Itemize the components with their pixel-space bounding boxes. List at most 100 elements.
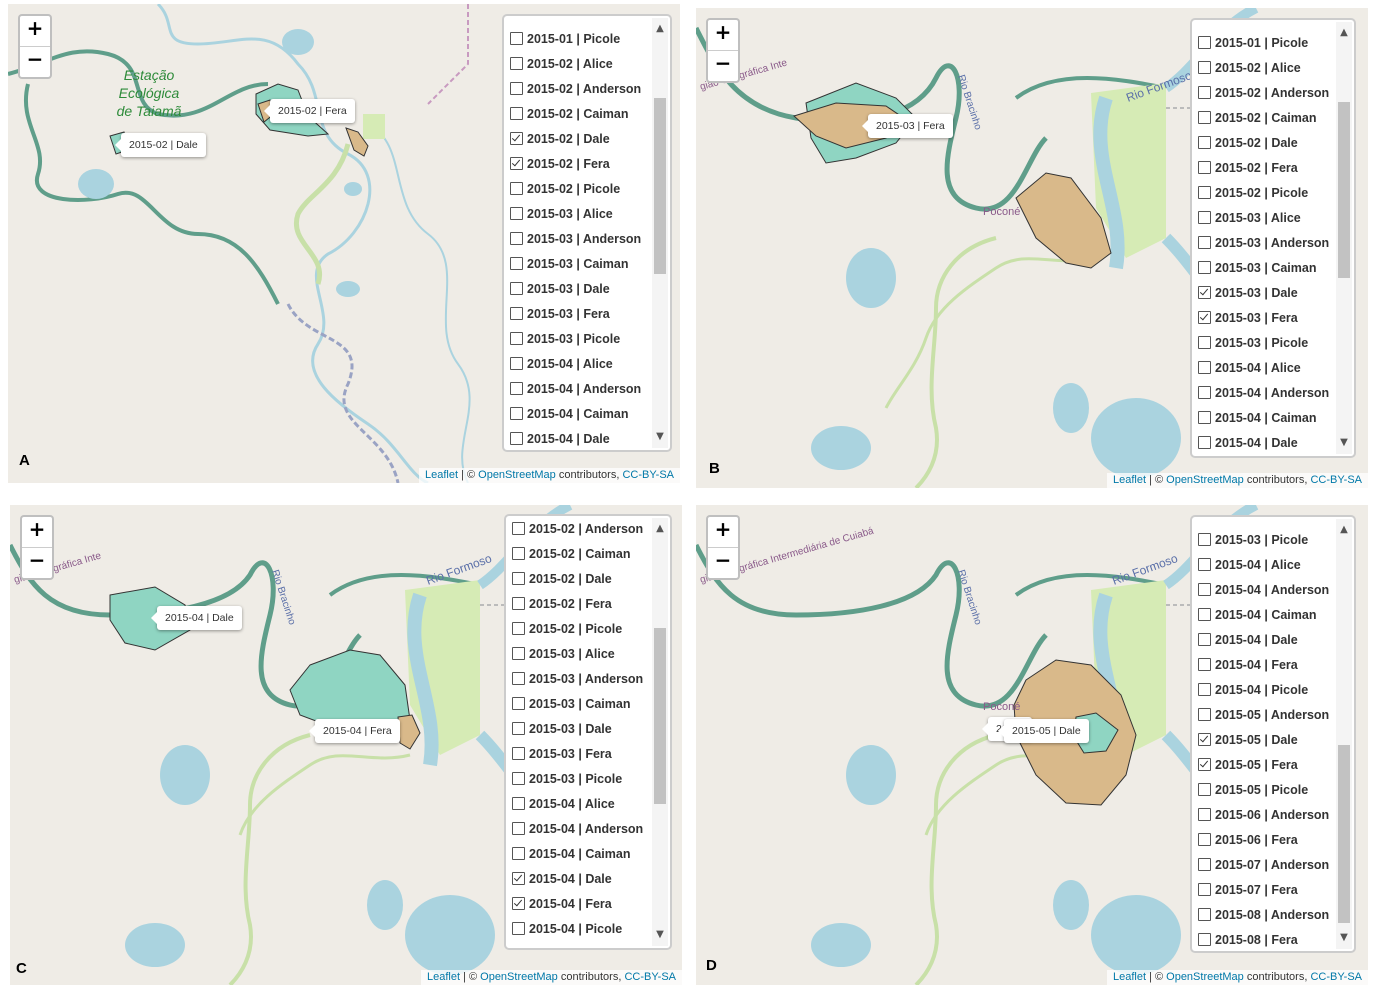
license-link[interactable]: CC-BY-SA: [622, 469, 674, 481]
scroll-up-arrow-icon[interactable]: ▲: [656, 523, 664, 534]
layer-checkbox-item[interactable]: 2015-03 | Alice: [504, 201, 650, 226]
layer-checkbox-item[interactable]: 2015-04 | Picole: [506, 916, 650, 941]
layers-list[interactable]: 2015-01 | Picole 2015-02 | Alice 2015-02 |…: [1192, 20, 1334, 456]
layer-checkbox-item[interactable]: 2015-02 | Alice: [504, 51, 650, 76]
layer-checkbox-item[interactable]: 2015-04 | Alice: [1192, 552, 1334, 577]
layer-checkbox[interactable]: [510, 82, 523, 95]
layer-checkbox-item[interactable]: 2015-05 | Fera: [1192, 752, 1334, 777]
layer-checkbox-item[interactable]: 2015-02 | Fera: [506, 591, 650, 616]
layer-checkbox-item[interactable]: 2015-04 | Anderson: [504, 376, 650, 401]
scroll-thumb[interactable]: [1338, 745, 1350, 923]
layer-checkbox[interactable]: [1198, 86, 1211, 99]
layer-checkbox-item[interactable]: 2015-08 | Fera: [1192, 927, 1334, 951]
layer-checkbox[interactable]: [1198, 783, 1211, 796]
layer-checkbox[interactable]: [1198, 808, 1211, 821]
zoom-in-button[interactable]: +: [714, 517, 732, 541]
home-range-polygon-tan[interactable]: [1015, 172, 1112, 269]
layer-checkbox-item[interactable]: 2015-03 | Dale: [504, 276, 650, 301]
layer-checkbox-item[interactable]: 2015-04 | Anderson: [1192, 380, 1334, 405]
layer-checkbox[interactable]: [510, 332, 523, 345]
layer-checkbox[interactable]: [1198, 386, 1211, 399]
layers-control[interactable]: 2015-01 | Picole 2015-02 | Alice 2015-02 |…: [1190, 18, 1356, 458]
layer-checkbox-item[interactable]: 2015-03 | Picole: [1192, 330, 1334, 355]
scroll-up-arrow-icon[interactable]: ▲: [656, 23, 664, 34]
layer-checkbox[interactable]: [1198, 361, 1211, 374]
map-panel-c[interactable]: Rio Formoso Rio Bracinho gião Geográfica…: [10, 505, 682, 985]
leaflet-link[interactable]: Leaflet: [424, 469, 458, 481]
map-panel-d[interactable]: Rio Formoso Rio Bracinho Poconé gião Geo…: [696, 505, 1368, 985]
layers-scrollbar[interactable]: ▲ ▼: [1336, 22, 1352, 454]
layers-scrollbar[interactable]: ▲ ▼: [1336, 519, 1352, 949]
layer-checkbox[interactable]: [510, 57, 523, 70]
layers-scrollbar[interactable]: ▲ ▼: [652, 18, 668, 448]
layer-checkbox[interactable]: [512, 747, 525, 760]
layers-list[interactable]: 2015-01 | Picole 2015-02 | Alice 2015-02 |…: [504, 16, 650, 450]
layers-control[interactable]: 2015-03 | Picole 2015-04 | Alice 2015-04 |…: [1190, 515, 1356, 953]
layer-checkbox-item[interactable]: 2015-03 | Dale: [1192, 280, 1334, 305]
home-range-polygon-tan[interactable]: [397, 714, 421, 750]
layers-control[interactable]: 2015-01 | Picole 2015-02 | Alice 2015-02 |…: [502, 14, 672, 452]
layer-checkbox-item[interactable]: 2015-04 | Caiman: [1192, 602, 1334, 627]
layer-checkbox[interactable]: [510, 357, 523, 370]
layer-checkbox[interactable]: [1198, 211, 1211, 224]
layer-checkbox[interactable]: [1198, 533, 1211, 546]
layer-checkbox[interactable]: [1198, 186, 1211, 199]
layer-checkbox[interactable]: [1198, 261, 1211, 274]
layer-checkbox-item[interactable]: 2015-04 | Dale: [1192, 430, 1334, 455]
layer-checkbox-item[interactable]: 2015-03 | Fera: [1192, 305, 1334, 330]
scroll-thumb[interactable]: [654, 98, 666, 274]
layer-checkbox[interactable]: [510, 282, 523, 295]
layer-checkbox-item[interactable]: 2015-04 | Dale: [506, 866, 650, 891]
scroll-up-arrow-icon[interactable]: ▲: [1340, 524, 1348, 535]
layer-checkbox-item[interactable]: 2015-07 | Fera: [1192, 877, 1334, 902]
osm-link[interactable]: OpenStreetMap: [478, 469, 556, 481]
layer-checkbox-item[interactable]: 2015-04 | Alice: [506, 791, 650, 816]
zoom-in-button[interactable]: +: [28, 517, 46, 541]
layer-checkbox[interactable]: [1198, 683, 1211, 696]
layer-checkbox[interactable]: [512, 822, 525, 835]
layer-checkbox-item[interactable]: 2015-02 | Picole: [1192, 180, 1334, 205]
layer-checkbox-item[interactable]: 2015-07 | Anderson: [1192, 852, 1334, 877]
layer-checkbox-item[interactable]: 2015-02 | Anderson: [506, 516, 650, 541]
layer-checkbox[interactable]: [1198, 286, 1211, 299]
layer-checkbox-item[interactable]: 2015-04 | Picole: [1192, 677, 1334, 702]
scroll-down-arrow-icon[interactable]: ▼: [1340, 932, 1348, 943]
layer-checkbox-item[interactable]: 2015-03 | Dale: [506, 716, 650, 741]
layer-checkbox[interactable]: [510, 382, 523, 395]
layer-checkbox[interactable]: [1198, 908, 1211, 921]
layer-checkbox[interactable]: [1198, 236, 1211, 249]
layer-checkbox[interactable]: [510, 157, 523, 170]
layer-checkbox-item[interactable]: 2015-04 | Caiman: [1192, 405, 1334, 430]
layer-checkbox-item[interactable]: 2015-03 | Anderson: [506, 666, 650, 691]
layers-list[interactable]: 2015-02 | Anderson 2015-02 | Caiman 2015-0…: [506, 516, 650, 948]
layer-checkbox[interactable]: [510, 232, 523, 245]
layers-control[interactable]: 2015-02 | Anderson 2015-02 | Caiman 2015-0…: [504, 514, 672, 950]
zoom-in-button[interactable]: +: [714, 20, 732, 44]
layer-checkbox[interactable]: [510, 207, 523, 220]
layer-checkbox-item[interactable]: 2015-01 | Picole: [504, 26, 650, 51]
layer-checkbox[interactable]: [1198, 583, 1211, 596]
scroll-down-arrow-icon[interactable]: ▼: [656, 929, 664, 940]
layer-checkbox[interactable]: [512, 697, 525, 710]
layer-checkbox-item[interactable]: 2015-04 | Alice: [504, 351, 650, 376]
home-range-polygon-teal[interactable]: [109, 586, 191, 651]
layer-checkbox-item[interactable]: 2015-05 | Anderson: [1192, 702, 1334, 727]
layer-checkbox-item[interactable]: 2015-01 | Picole: [1192, 30, 1334, 55]
leaflet-link[interactable]: Leaflet: [426, 971, 460, 983]
home-range-polygon-tan[interactable]: [345, 127, 369, 157]
layer-checkbox-item[interactable]: 2015-02 | Caiman: [1192, 105, 1334, 130]
layer-checkbox-item[interactable]: 2015-03 | Alice: [506, 641, 650, 666]
layer-checkbox-item[interactable]: 2015-03 | Alice: [1192, 205, 1334, 230]
layer-checkbox-item[interactable]: 2015-03 | Picole: [1192, 527, 1334, 552]
layer-checkbox-item[interactable]: 2015-04 | Fera: [1192, 652, 1334, 677]
map-tiles[interactable]: Rio Formoso Rio Bracinho gião Geográfica…: [10, 505, 682, 985]
osm-link[interactable]: OpenStreetMap: [1166, 474, 1244, 486]
layer-checkbox[interactable]: [1198, 633, 1211, 646]
layer-checkbox[interactable]: [512, 897, 525, 910]
map-tiles[interactable]: Estação Ecológica de Taiamã: [8, 4, 680, 483]
layer-checkbox-item[interactable]: 2015-03 | Picole: [506, 766, 650, 791]
layer-checkbox[interactable]: [1198, 61, 1211, 74]
zoom-out-button[interactable]: −: [20, 46, 50, 77]
scroll-down-arrow-icon[interactable]: ▼: [1340, 437, 1348, 448]
layer-checkbox-item[interactable]: 2015-03 | Anderson: [504, 226, 650, 251]
